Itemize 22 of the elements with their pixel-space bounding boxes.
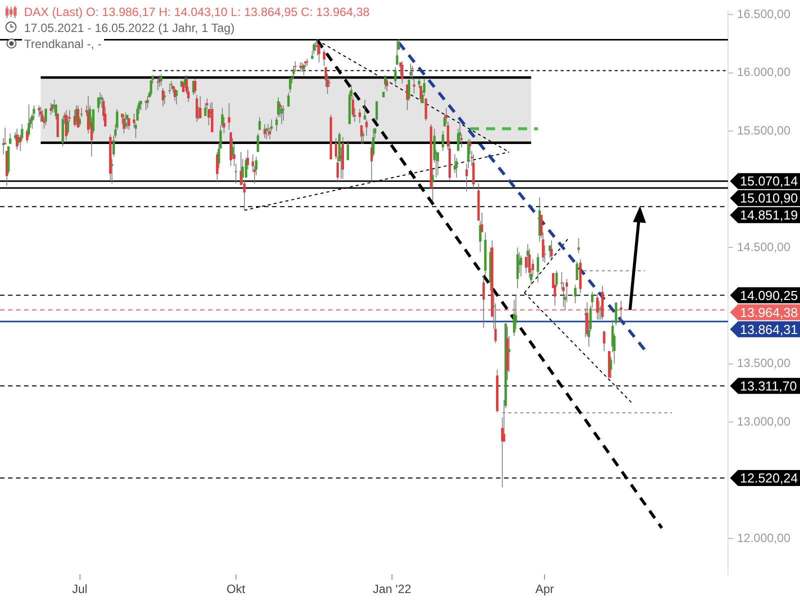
y-tick-label: 15.500,00 <box>737 123 791 138</box>
y-tick-label: 14.500,00 <box>737 240 791 254</box>
ref-line-label: 13.964,38 <box>740 304 798 320</box>
y-tick-label: 12.000,00 <box>737 530 791 545</box>
y-tick-label: 16.500,00 <box>737 7 791 22</box>
x-tick-label: Apr <box>535 582 554 596</box>
ref-line-label: 15.010,90 <box>740 190 798 206</box>
x-tick-label: Jul <box>72 582 88 596</box>
ref-line-label: 14.851,19 <box>740 208 798 223</box>
x-tick-label: Okt <box>226 582 246 596</box>
ref-line-label: 15.070,14 <box>740 174 798 189</box>
y-tick-label: 16.000,00 <box>737 65 791 80</box>
ref-line-label: 12.520,24 <box>740 470 798 486</box>
y-tick-label: 13.000,00 <box>737 414 791 428</box>
chart-title: DAX (Last) O: 13.986,17 H: 14.043,10 L: 13.864,95 C: 13.964,38 <box>22 5 372 19</box>
ref-line-label: 13.311,70 <box>740 378 797 394</box>
ref-line-label: 14.090,25 <box>740 288 798 303</box>
annotation: Trendkanal -, - <box>22 37 104 51</box>
ref-line-label: 13.864,31 <box>740 322 798 337</box>
text: 17.05.2021 - 16.05.2022 (1 Jahr, 1 Tag) <box>22 21 237 35</box>
y-tick-label: 13.500,00 <box>737 356 791 370</box>
x-tick-label: Jan '22 <box>372 582 412 596</box>
